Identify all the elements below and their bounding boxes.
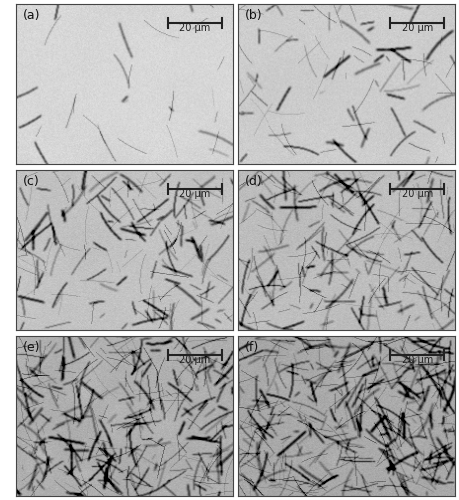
Text: (b): (b) <box>245 9 263 22</box>
Text: 20 μm: 20 μm <box>179 23 211 33</box>
Text: 20 μm: 20 μm <box>402 23 433 33</box>
Text: (e): (e) <box>22 341 40 354</box>
Text: (f): (f) <box>245 341 259 354</box>
Text: 20 μm: 20 μm <box>402 355 433 365</box>
Text: (c): (c) <box>22 175 39 188</box>
Text: (d): (d) <box>245 175 263 188</box>
Text: 20 μm: 20 μm <box>179 355 211 365</box>
Text: 20 μm: 20 μm <box>179 189 211 199</box>
Text: (a): (a) <box>22 9 40 22</box>
Text: 20 μm: 20 μm <box>402 189 433 199</box>
